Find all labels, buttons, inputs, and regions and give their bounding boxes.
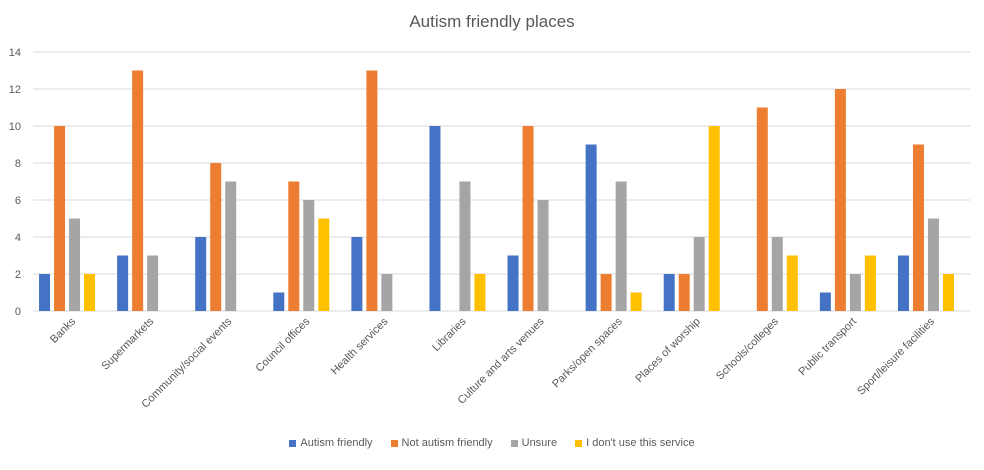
bar	[273, 292, 285, 311]
legend-label: Not autism friendly	[401, 437, 493, 449]
bar	[537, 200, 549, 311]
bar	[507, 255, 519, 311]
x-tick-label: Places of worship	[633, 316, 702, 385]
bar	[39, 274, 51, 311]
bar	[459, 181, 471, 311]
bar	[786, 255, 798, 311]
x-tick-label: Sport/leisure facilities	[855, 315, 937, 397]
bar	[678, 274, 690, 311]
y-tick-label: 6	[15, 195, 21, 207]
bar	[147, 255, 159, 311]
bar	[474, 274, 486, 311]
bar	[600, 274, 612, 311]
bar	[84, 274, 96, 311]
bar	[630, 292, 642, 311]
legend-item: Unsure	[510, 437, 558, 449]
bar	[225, 181, 237, 311]
bar	[132, 70, 144, 311]
legend-item: Not autism friendly	[390, 437, 493, 449]
bar	[429, 126, 441, 311]
chart-title: Autism friendly places	[409, 12, 575, 31]
bar	[615, 181, 627, 311]
bar	[942, 274, 954, 311]
bar	[303, 200, 315, 311]
y-tick-label: 14	[9, 47, 21, 59]
legend-swatch	[289, 439, 297, 447]
legend-label: Unsure	[521, 437, 558, 449]
bar	[69, 218, 81, 311]
legend-label: I don't use this service	[586, 437, 695, 449]
bar	[210, 163, 222, 311]
legend-swatch	[390, 439, 398, 447]
legend-label: Autism friendly	[300, 437, 373, 449]
x-tick-label: Parks/open spaces	[550, 315, 625, 390]
bar	[897, 255, 909, 311]
bar	[771, 237, 783, 311]
legend-item: Autism friendly	[289, 437, 373, 449]
bar	[288, 181, 300, 311]
bar	[585, 144, 597, 311]
bar	[366, 70, 378, 311]
y-tick-label: 10	[9, 121, 21, 133]
y-tick-label: 0	[15, 306, 21, 318]
x-tick-label: Culture and arts venues	[456, 315, 547, 406]
legend-item: I don't use this service	[575, 437, 695, 449]
bar	[663, 274, 675, 311]
bar	[195, 237, 207, 311]
x-tick-label: Libraries	[430, 315, 469, 354]
bar	[351, 237, 363, 311]
legend-swatch	[575, 439, 583, 447]
bar	[708, 126, 720, 311]
bar	[54, 126, 66, 311]
bar	[849, 274, 861, 311]
y-tick-label: 8	[15, 158, 21, 170]
bar	[756, 107, 768, 311]
x-tick-label: Community/social events	[139, 315, 234, 410]
bar	[522, 126, 534, 311]
bar	[927, 218, 939, 311]
bar	[864, 255, 876, 311]
bar	[819, 292, 831, 311]
x-tick-label: Health services	[329, 315, 391, 377]
legend: Autism friendly Not autism friendly Unsure…	[0, 437, 984, 449]
bar	[318, 218, 330, 311]
bar	[912, 144, 924, 311]
bar	[693, 237, 705, 311]
y-tick-label: 2	[15, 269, 21, 281]
x-tick-label: Supermarkets	[99, 315, 156, 372]
bar	[117, 255, 129, 311]
x-tick-label: Public transport	[796, 316, 859, 379]
x-tick-label: Council offices	[253, 315, 312, 374]
x-tick-label: Banks	[48, 315, 78, 345]
bar	[381, 274, 393, 311]
bar	[834, 89, 846, 311]
y-tick-label: 4	[15, 232, 21, 244]
x-tick-label: Schools/colleges	[714, 315, 781, 382]
legend-swatch	[510, 439, 518, 447]
y-tick-label: 12	[9, 84, 21, 96]
